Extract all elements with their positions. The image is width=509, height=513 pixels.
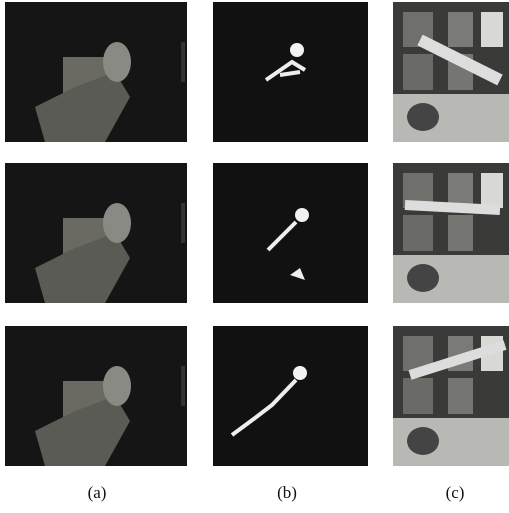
caption-c: (c) [446, 483, 465, 502]
image-c1 [393, 2, 509, 142]
figure: (a) (b) (c) [0, 0, 509, 513]
image-a1 [5, 2, 187, 142]
image-c2 [393, 163, 509, 303]
image-a2 [5, 163, 187, 303]
image-a3 [5, 326, 187, 466]
caption-a: (a) [88, 483, 107, 502]
image-b2 [213, 163, 368, 303]
image-c3 [393, 326, 509, 466]
page: (a) (b) (c) (() => { const data = JSON.p… [0, 0, 509, 513]
caption-b: (b) [277, 483, 297, 502]
image-b3 [213, 326, 368, 466]
image-b1 [213, 2, 368, 142]
